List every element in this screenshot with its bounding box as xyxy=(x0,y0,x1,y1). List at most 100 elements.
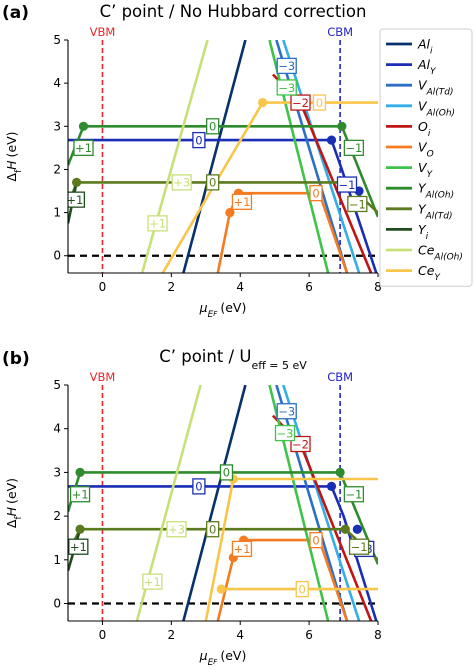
charge-state-label: 0 xyxy=(206,118,220,135)
series-line xyxy=(268,40,330,273)
legend-item: VAl(Td) xyxy=(386,78,453,98)
svg-text:+1: +1 xyxy=(144,575,161,589)
svg-text:−2: −2 xyxy=(292,96,309,110)
y-axis-label: ΔfH(eV) xyxy=(4,478,24,528)
series-line xyxy=(275,40,349,273)
y-tick-label: 3 xyxy=(53,119,61,133)
x-tick-label: 2 xyxy=(168,280,176,294)
svg-text:−3: −3 xyxy=(278,81,295,95)
series-line xyxy=(282,40,361,273)
x-tick-label: 0 xyxy=(99,280,107,294)
svg-text:0: 0 xyxy=(299,582,306,596)
legend-item: CeAl(Oh) xyxy=(386,243,463,263)
vbm-label: VBM xyxy=(90,25,116,39)
legend-item: VY xyxy=(386,160,434,180)
transition-point xyxy=(75,524,85,534)
svg-text:+1: +1 xyxy=(66,193,83,207)
charge-state-label: −1 xyxy=(343,486,365,503)
x-tick-label: 4 xyxy=(236,628,244,642)
transition-point xyxy=(340,524,350,534)
transition-point xyxy=(225,207,235,218)
transition-point xyxy=(352,524,362,534)
svg-text:−3: −3 xyxy=(277,426,294,440)
charge-state-label: −3 xyxy=(276,403,297,420)
x-tick-label: 8 xyxy=(374,628,382,642)
transition-point xyxy=(258,97,268,108)
legend-item: Yi xyxy=(386,222,429,242)
svg-text:0: 0 xyxy=(223,466,230,480)
plot-area: 0−3−3−2+10−3+10−10−1+1+3+10 xyxy=(68,385,378,621)
series-line xyxy=(282,385,361,621)
cbm-label: CBM xyxy=(327,370,353,384)
y-tick-label: 4 xyxy=(53,76,61,90)
svg-text:0: 0 xyxy=(312,186,319,200)
charge-state-label: −2 xyxy=(290,435,311,453)
y-tick-label: 4 xyxy=(53,422,61,436)
charge-state-label: −1 xyxy=(343,139,365,157)
charge-state-label: −3 xyxy=(276,79,297,96)
transition-point xyxy=(72,177,82,187)
plot-area: 0−1−3−2+10−3+10−10−1+1+3+10 xyxy=(66,40,378,273)
transition-point xyxy=(326,135,337,145)
charge-state-label: +3 xyxy=(166,521,187,538)
legend-label: Oi xyxy=(418,119,431,139)
svg-text:0: 0 xyxy=(209,176,216,190)
series-line xyxy=(268,385,330,621)
charge-state-label: +1 xyxy=(73,139,94,157)
svg-text:−1: −1 xyxy=(339,178,356,192)
legend-item: VAl(Oh) xyxy=(386,98,455,118)
panel-a: (a) C’ point / No Hubbard correction 0 −1 −3… xyxy=(2,2,382,320)
legend-item: CeY xyxy=(386,263,441,283)
vbm-label: VBM xyxy=(90,370,116,384)
x-tick-label: 2 xyxy=(168,628,176,642)
series-line xyxy=(182,385,247,621)
svg-text:0: 0 xyxy=(195,133,202,147)
y-tick-label: 0 xyxy=(53,597,61,611)
svg-text:0: 0 xyxy=(195,480,202,494)
charge-state-label: 0 xyxy=(312,94,327,111)
y-tick-label: 5 xyxy=(53,378,61,392)
svg-text:+1: +1 xyxy=(233,542,250,556)
svg-text:+3: +3 xyxy=(173,176,190,190)
charge-state-label: +1 xyxy=(147,215,168,232)
series-line xyxy=(182,40,247,273)
svg-text:0: 0 xyxy=(312,533,319,547)
x-tick-label: 6 xyxy=(305,628,313,642)
panel-title: C’ point / Ueff = 5 eV xyxy=(159,347,307,372)
svg-text:−1: −1 xyxy=(345,488,362,502)
y-tick-label: 2 xyxy=(53,509,61,523)
legend-label: VO xyxy=(418,140,434,160)
x-tick-label: 4 xyxy=(236,280,244,294)
legend-label: YAl(Oh) xyxy=(418,181,454,201)
charge-state-label: 0 xyxy=(295,580,309,598)
legend-label: CeAl(Oh) xyxy=(418,243,463,263)
panel-title: C’ point / No Hubbard correction xyxy=(100,2,367,21)
charge-state-label: 0 xyxy=(309,185,323,202)
charge-state-label: +1 xyxy=(231,540,253,558)
charge-state-label: 0 xyxy=(309,531,323,549)
panel-b: (b)C’ point / Ueff = 5 eV0−3−3−2+10−3+10… xyxy=(2,347,382,668)
svg-text:+1: +1 xyxy=(70,540,87,554)
charge-state-label: 0 xyxy=(219,464,234,481)
svg-text:−1: −1 xyxy=(345,141,362,155)
charge-state-label: −3 xyxy=(276,57,297,75)
charge-state-label: +1 xyxy=(142,573,163,590)
svg-text:+1: +1 xyxy=(233,195,250,209)
y-tick-label: 1 xyxy=(53,553,61,567)
legend-item: Ali xyxy=(386,37,433,57)
charge-state-label: 0 xyxy=(206,521,220,538)
charge-state-label: 0 xyxy=(206,174,220,191)
panel-letter: (a) xyxy=(2,3,29,23)
y-tick-label: 1 xyxy=(53,206,61,220)
svg-text:−3: −3 xyxy=(278,405,295,419)
svg-text:+1: +1 xyxy=(75,141,92,155)
transition-point xyxy=(326,481,337,491)
svg-text:+3: +3 xyxy=(168,523,185,537)
charge-state-label: −1 xyxy=(348,538,370,555)
x-tick-label: 8 xyxy=(374,280,382,294)
legend-label: Yi xyxy=(418,222,429,242)
x-axis-label: μEF (eV) xyxy=(199,300,247,320)
legend-label: VAl(Td) xyxy=(418,78,453,98)
legend: AliAlYVAl(Td)VAl(Oh)OiVOVYYAl(Oh)YAl(Td)… xyxy=(379,28,473,287)
